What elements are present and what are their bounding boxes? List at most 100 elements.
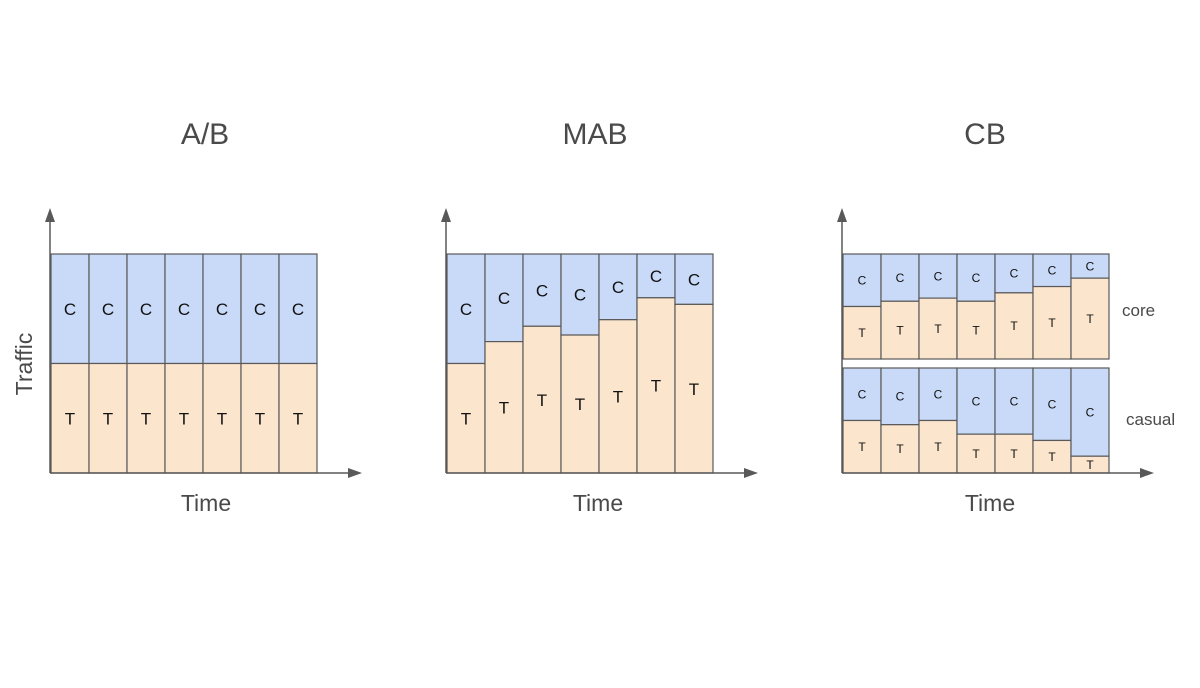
- panel-ab-group-0-bar-0-treatment: [50, 362, 90, 474]
- panel-mab-group-0-bar-4-control-label: C: [612, 278, 624, 297]
- panel-ab-group-0-bar-6-treatment: [278, 362, 318, 474]
- panel-mab-group-0-bar-3-treatment: [560, 334, 600, 474]
- panel-mab-group-0-bar-2-control-label: C: [536, 281, 548, 300]
- panel-mab-group-0-bar-5-control-label: C: [650, 267, 662, 286]
- panel-ab-group-0-bar-4-control-label: C: [216, 300, 228, 319]
- panel-ab-group-0-bar-5-treatment: [240, 362, 280, 474]
- panel-cb-group-1-bar-6-treatment-label: T: [1086, 458, 1094, 472]
- panel-mab-x-arrow: [744, 468, 758, 478]
- panel-ab-group-0-bar-2-control-label: C: [140, 300, 152, 319]
- panel-cb-group-1-bar-2-treatment-label: T: [934, 440, 942, 454]
- panel-mab-group-0-bar-5-treatment: [636, 297, 676, 474]
- panel-cb-group-1-bar-3-control: [956, 367, 996, 435]
- panel-cb-axes: [837, 208, 1154, 478]
- panel-cb-group-1-bar-0-treatment: [842, 419, 882, 474]
- panel-cb-group-0-bar-4-control-label: C: [1010, 267, 1019, 281]
- panel-mab-group-0-bar-2-control: [522, 253, 562, 327]
- panel-cb-group-0-bar-2-control: [918, 253, 958, 299]
- panel-ab-group-0-bar-3-control-label: C: [178, 300, 190, 319]
- panel-mab-group-0-bar-6-control-label: C: [688, 270, 700, 289]
- panel-cb-group-1-bar-5-control-label: C: [1048, 398, 1057, 412]
- panel-cb-group-1-bar-1-control: [880, 367, 920, 426]
- panel-cb-group-1-bar-4-control: [994, 367, 1034, 435]
- panel-cb-group-0-bar-5-treatment-label: T: [1048, 316, 1056, 330]
- panel-cb-group-1-bar-5-treatment: [1032, 439, 1072, 474]
- panel-cb-group-0-bar-3-treatment-label: T: [972, 323, 980, 337]
- panel-ab-group-0-bar-4-treatment-label: T: [217, 409, 227, 428]
- panel-ab-xlabel: Time: [181, 490, 231, 516]
- panel-ab-group-0-bar-6-control-label: C: [292, 300, 304, 319]
- panel-cb-group-1-bar-2-treatment: [918, 419, 958, 474]
- panel-cb-group-1-bar-1-treatment-label: T: [896, 442, 904, 456]
- panel-cb-group-1-bar-0-treatment-label: T: [858, 440, 866, 454]
- panel-ab-title: A/B: [181, 118, 229, 151]
- panel-ab-axes: [45, 208, 362, 478]
- panel-mab-title: MAB: [562, 118, 627, 151]
- panel-cb-group-1-bar-5-treatment-label: T: [1048, 450, 1056, 464]
- panel-cb-group-1-bar-6-control-label: C: [1086, 405, 1095, 419]
- panel-ab-group-0-bar-1-control-label: C: [102, 300, 114, 319]
- panel-ab-group-0-bar-3-treatment-label: T: [179, 409, 189, 428]
- panel-cb-group-casual-label: casual: [1126, 410, 1175, 429]
- panel-mab: MAB Time C T C T C T C T C T C T C T: [441, 118, 758, 516]
- panel-mab-bars: C T C T C T C T C T C T C T: [446, 253, 714, 474]
- panel-cb-group-1-bar-4-control-label: C: [1010, 394, 1019, 408]
- panel-cb: CB Time core casual C T C T C T C T C T C T C T C T C T C T…: [837, 118, 1175, 516]
- panel-ab-bars: C T C T C T C T C T C T C T: [50, 253, 318, 474]
- panel-ab-group-0-bar-0-control: [50, 253, 90, 365]
- panel-cb-group-0-bar-3-control-label: C: [972, 271, 981, 285]
- panel-cb-group-1-bar-2-control: [918, 367, 958, 422]
- panel-mab-group-0-bar-0-treatment-label: T: [461, 409, 471, 428]
- panel-cb-group-0-bar-4-treatment: [994, 292, 1034, 360]
- panel-cb-group-0-bar-1-treatment-label: T: [896, 323, 904, 337]
- panel-mab-group-0-bar-3-treatment-label: T: [575, 395, 585, 414]
- panel-cb-group-0-bar-0-treatment: [842, 305, 882, 360]
- panel-cb-x-arrow: [1140, 468, 1154, 478]
- panel-ab-group-0-bar-1-control: [88, 253, 128, 365]
- panel-cb-group-1-bar-4-treatment-label: T: [1010, 447, 1018, 461]
- panel-cb-group-1-bar-5-control: [1032, 367, 1072, 442]
- panel-cb-group-0-bar-6-treatment-label: T: [1086, 312, 1094, 326]
- panel-mab-group-0-bar-4-treatment-label: T: [613, 387, 623, 406]
- panel-cb-group-1-bar-2-control-label: C: [934, 388, 943, 402]
- panel-cb-group-0-bar-0-control: [842, 253, 882, 308]
- panel-cb-title: CB: [964, 118, 1006, 151]
- panel-ab-group-0-bar-5-control-label: C: [254, 300, 266, 319]
- panel-mab-group-0-bar-6-treatment-label: T: [689, 380, 699, 399]
- panel-ab-ylabel: Traffic: [11, 333, 37, 396]
- panel-mab-group-0-bar-1-treatment-label: T: [499, 398, 509, 417]
- panel-mab-group-0-bar-2-treatment-label: T: [537, 391, 547, 410]
- panel-mab-group-0-bar-5-control: [636, 253, 676, 299]
- panel-mab-y-arrow: [441, 208, 451, 222]
- panel-ab-y-arrow: [45, 208, 55, 222]
- panel-mab-group-0-bar-6-control: [674, 253, 714, 305]
- panel-ab-group-0-bar-2-treatment-label: T: [141, 409, 151, 428]
- panel-mab-group-0-bar-5-treatment-label: T: [651, 377, 661, 396]
- panel-cb-group-0-bar-6-treatment: [1070, 277, 1110, 360]
- panel-ab-group-0-bar-0-treatment-label: T: [65, 409, 75, 428]
- panel-cb-group-0-bar-0-control-label: C: [858, 274, 867, 288]
- panel-cb-xlabel: Time: [965, 490, 1015, 516]
- panel-cb-group-1-bar-3-control-label: C: [972, 394, 981, 408]
- panel-ab-group-0-bar-2-treatment: [126, 362, 166, 474]
- panel-cb-group-0-bar-3-control: [956, 253, 996, 302]
- panel-cb-group-0-bar-5-control-label: C: [1048, 264, 1057, 278]
- panel-mab-group-0-bar-6-treatment: [674, 303, 714, 474]
- panel-ab-group-0-bar-1-treatment-label: T: [103, 409, 113, 428]
- panel-mab-group-0-bar-0-control-label: C: [460, 300, 472, 319]
- panel-cb-group-1-bar-1-control-label: C: [896, 390, 905, 404]
- panel-ab-group-0-bar-3-treatment: [164, 362, 204, 474]
- panel-cb-group-1-bar-0-control-label: C: [858, 388, 867, 402]
- panel-ab-group-0-bar-0-control-label: C: [64, 300, 76, 319]
- panel-mab-axes: [441, 208, 758, 478]
- panel-cb-group-0-bar-5-control: [1032, 253, 1072, 288]
- panel-cb-group-1-bar-0-control: [842, 367, 882, 422]
- panel-cb-group-1-bar-1-treatment: [880, 424, 920, 474]
- panel-mab-group-0-bar-2-treatment: [522, 325, 562, 474]
- panel-cb-group-0-bar-2-control-label: C: [934, 269, 943, 283]
- panel-mab-xlabel: Time: [573, 490, 623, 516]
- panel-mab-group-0-bar-1-treatment: [484, 341, 524, 474]
- panel-ab: A/B Traffic Time C T C T C T C T C T C T C T: [11, 118, 362, 516]
- panel-mab-group-0-bar-1-control-label: C: [498, 289, 510, 308]
